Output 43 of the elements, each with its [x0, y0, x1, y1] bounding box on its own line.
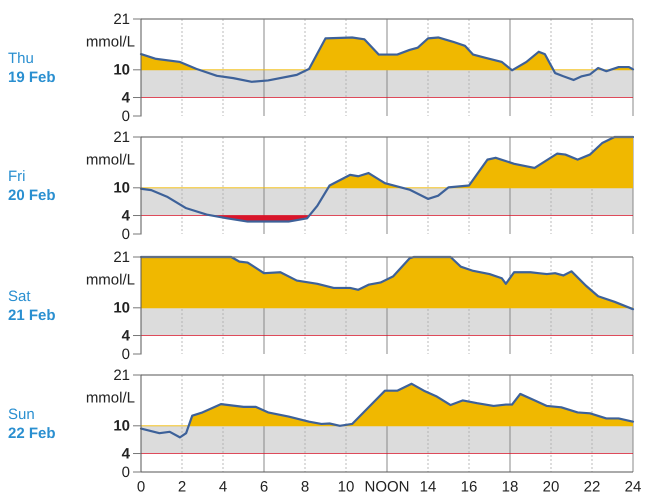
text: 21 Feb: [8, 307, 56, 324]
y-tick-label: 21: [113, 248, 130, 266]
y-tick-label: 21: [113, 10, 130, 28]
y-tick-label: 21: [113, 366, 130, 384]
y-tick-label: 21: [113, 128, 130, 146]
y-tick-label: 10: [113, 300, 130, 317]
line-series: [140, 382, 634, 438]
text: 20 Feb: [8, 187, 56, 204]
x-tick-label: 14: [420, 478, 436, 496]
y-axis-title: mmol/L: [86, 151, 135, 168]
x-tick-label: 4: [218, 478, 228, 496]
x-tick-label: NOON: [364, 478, 410, 496]
y-tick-label: 0: [122, 464, 130, 481]
text: Sat: [8, 288, 32, 305]
x-tick-label: 24: [624, 478, 642, 496]
y-tick-label: 4: [122, 445, 131, 462]
x-tick-label: 16: [460, 478, 478, 496]
text: 22 Feb: [8, 425, 56, 442]
line-series: [140, 36, 634, 83]
y-axis-title: mmol/L: [86, 33, 135, 50]
y-tick-label: 0: [122, 108, 130, 125]
text: Sun: [8, 406, 35, 423]
x-tick-label: 2: [178, 478, 186, 496]
y-tick-label: 10: [113, 418, 130, 435]
y-axis-title: mmol/L: [86, 389, 135, 406]
x-tick-label: 22: [584, 478, 600, 496]
x-tick-label: 0: [136, 478, 146, 496]
y-tick-label: 0: [122, 346, 130, 363]
text: Thu: [8, 50, 34, 67]
text: Fri: [8, 168, 26, 185]
y-axis-title: mmol/L: [86, 271, 135, 288]
x-tick-label: 18: [502, 478, 518, 496]
x-tick-label: 10: [338, 478, 354, 496]
y-tick-label: 4: [122, 89, 131, 106]
x-tick-label: 20: [542, 478, 560, 496]
y-tick-label: 4: [122, 207, 131, 224]
y-tick-label: 4: [122, 327, 131, 344]
x-tick-label: 8: [300, 478, 310, 496]
x-tick-label: 6: [260, 478, 268, 496]
y-tick-label: 0: [122, 226, 130, 243]
y-tick-label: 10: [113, 62, 130, 79]
text: 19 Feb: [8, 69, 56, 86]
y-tick-label: 10: [113, 180, 130, 197]
